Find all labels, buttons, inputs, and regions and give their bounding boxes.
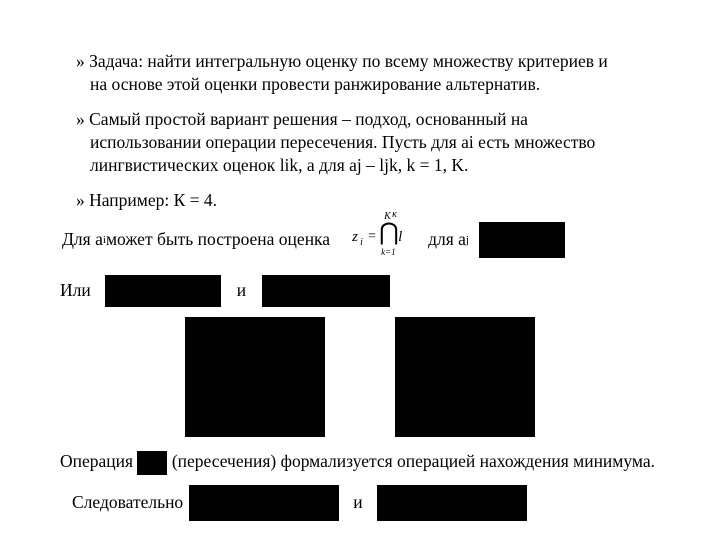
build-line: Для a i может быть построена оценка к z i… xyxy=(60,215,660,265)
redacted-matrix-right xyxy=(395,317,535,437)
or-line: Или и xyxy=(60,275,660,307)
redacted-op-inline xyxy=(137,451,167,475)
operation-line: Операция (пересечения) формализуется опе… xyxy=(60,451,660,475)
bullet-2-line1: » Самый простой вариант решения – подход… xyxy=(76,109,528,129)
bullet-1: » Задача: найти интегральную оценку по в… xyxy=(60,50,660,96)
build-left-text: Для a xyxy=(62,229,103,250)
redacted-box-build xyxy=(479,222,565,258)
build-right-text: для a xyxy=(428,229,466,250)
op-after: (пересечения) формализуется операцией на… xyxy=(167,451,655,471)
follow-and: и xyxy=(353,492,362,513)
build-right-sub: j xyxy=(466,234,469,246)
bullet-3: » Например: К = 4. xyxy=(60,189,660,212)
bullet-2: » Самый простой вариант решения – подход… xyxy=(60,108,660,177)
formula-K-corner: к xyxy=(392,209,397,220)
formula-k-lo: k=1 xyxy=(381,247,396,257)
redacted-box-or-right xyxy=(262,275,390,307)
bullet-1-line2: на основе этой оценки провести ранжирова… xyxy=(90,74,540,94)
formula-l: l xyxy=(398,229,402,246)
formula-eq: = xyxy=(368,229,376,245)
op-before: Операция xyxy=(60,451,137,471)
formula-zi: i xyxy=(360,237,363,248)
formula-z: z xyxy=(352,229,358,246)
bullet-1-line1: » Задача: найти интегральную оценку по в… xyxy=(76,51,608,71)
follow-word: Следовательно xyxy=(72,492,183,513)
or-word: Или xyxy=(60,280,91,301)
redacted-follow-right xyxy=(377,485,527,521)
bullet-3-text: » Например: К = 4. xyxy=(76,190,217,210)
bullet-2-line2: использовании операции пересечения. Пуст… xyxy=(90,132,595,152)
redacted-matrix-left xyxy=(185,317,325,437)
intersection-formula: к z i = ⋂ K k=1 l xyxy=(352,215,408,265)
matrix-row xyxy=(60,317,660,437)
redacted-follow-left xyxy=(189,485,339,521)
formula-K-up: K xyxy=(384,211,391,222)
or-and: и xyxy=(237,280,246,301)
intersection-symbol: ⋂ xyxy=(379,221,399,245)
bullet-2-line3: лингвистических оценок lik, а для aj – l… xyxy=(90,155,468,175)
page: » Задача: найти интегральную оценку по в… xyxy=(0,0,720,540)
build-mid-text: может быть построена оценка xyxy=(106,229,330,250)
follow-line: Следовательно и xyxy=(60,485,660,521)
redacted-box-or-left xyxy=(105,275,221,307)
